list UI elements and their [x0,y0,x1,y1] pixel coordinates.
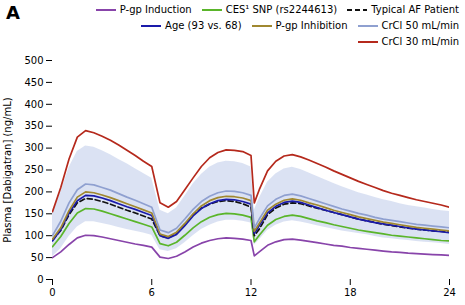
svg-text:500: 500 [24,55,43,66]
svg-text:250: 250 [24,164,43,175]
svg-text:50: 50 [31,252,44,263]
svg-text:Plasma [Dabigatran] (ng/mL): Plasma [Dabigatran] (ng/mL) [2,97,13,242]
svg-text:24: 24 [443,287,456,298]
svg-text:6: 6 [149,287,155,298]
svg-text:0: 0 [37,274,43,285]
svg-text:0: 0 [49,287,55,298]
svg-text:400: 400 [24,99,43,110]
svg-text:100: 100 [24,230,43,241]
svg-text:12: 12 [245,287,258,298]
svg-text:300: 300 [24,142,43,153]
svg-text:18: 18 [344,287,357,298]
html-text:CrCl 30 mL/min: CrCl 30 mL/min [381,36,459,47]
html-text:Typical AF Patient: Typical AF Patient [371,4,459,15]
svg-text:150: 150 [24,208,43,219]
html-text:CES¹ SNP (rs2244613): CES¹ SNP (rs2244613) [225,4,338,15]
svg-text:450: 450 [24,77,43,88]
html-text:P-gp Inhibition: P-gp Inhibition [275,20,348,31]
html-text:A: A [6,2,20,23]
html-text:Age (93 vs. 68): Age (93 vs. 68) [165,20,242,31]
html-text:P-gp Induction: P-gp Induction [119,4,192,15]
html-text:CrCl 50 mL/min: CrCl 50 mL/min [381,20,459,31]
svg-text:350: 350 [24,120,43,131]
svg-text:200: 200 [24,186,43,197]
